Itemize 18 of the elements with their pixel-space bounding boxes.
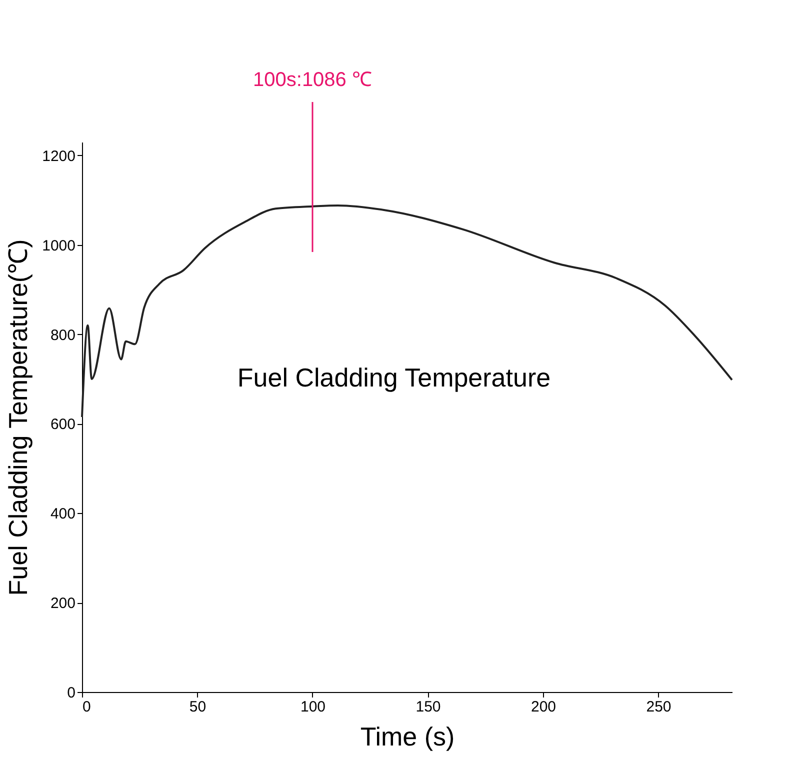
y-axis-title: Fuel Cladding Temperature(℃) <box>3 239 34 596</box>
y-tick-label: 600 <box>50 416 76 434</box>
y-tick-label: 400 <box>50 506 76 523</box>
x-tick-label: 100 <box>300 698 326 716</box>
y-tick-label: 200 <box>50 595 76 612</box>
text: Fuel Cladding Temperature <box>237 362 551 392</box>
x-tick-label: 200 <box>530 698 556 716</box>
ref-line-label: 100s:1086 ℃ <box>253 69 372 91</box>
x-tick-label: 250 <box>646 698 672 716</box>
y-tick-label: 800 <box>50 326 76 344</box>
x-tick-label: 0 <box>82 698 91 716</box>
y-tick-label: 0 <box>67 684 76 702</box>
y-tick-label: 1200 <box>42 148 76 165</box>
x-axis-title: Time (s) <box>360 722 455 752</box>
line-series <box>81 204 733 418</box>
x-tick-label: 150 <box>416 698 441 716</box>
y-tick-label: 1000 <box>42 237 76 254</box>
x-tick-label: 50 <box>189 698 206 716</box>
